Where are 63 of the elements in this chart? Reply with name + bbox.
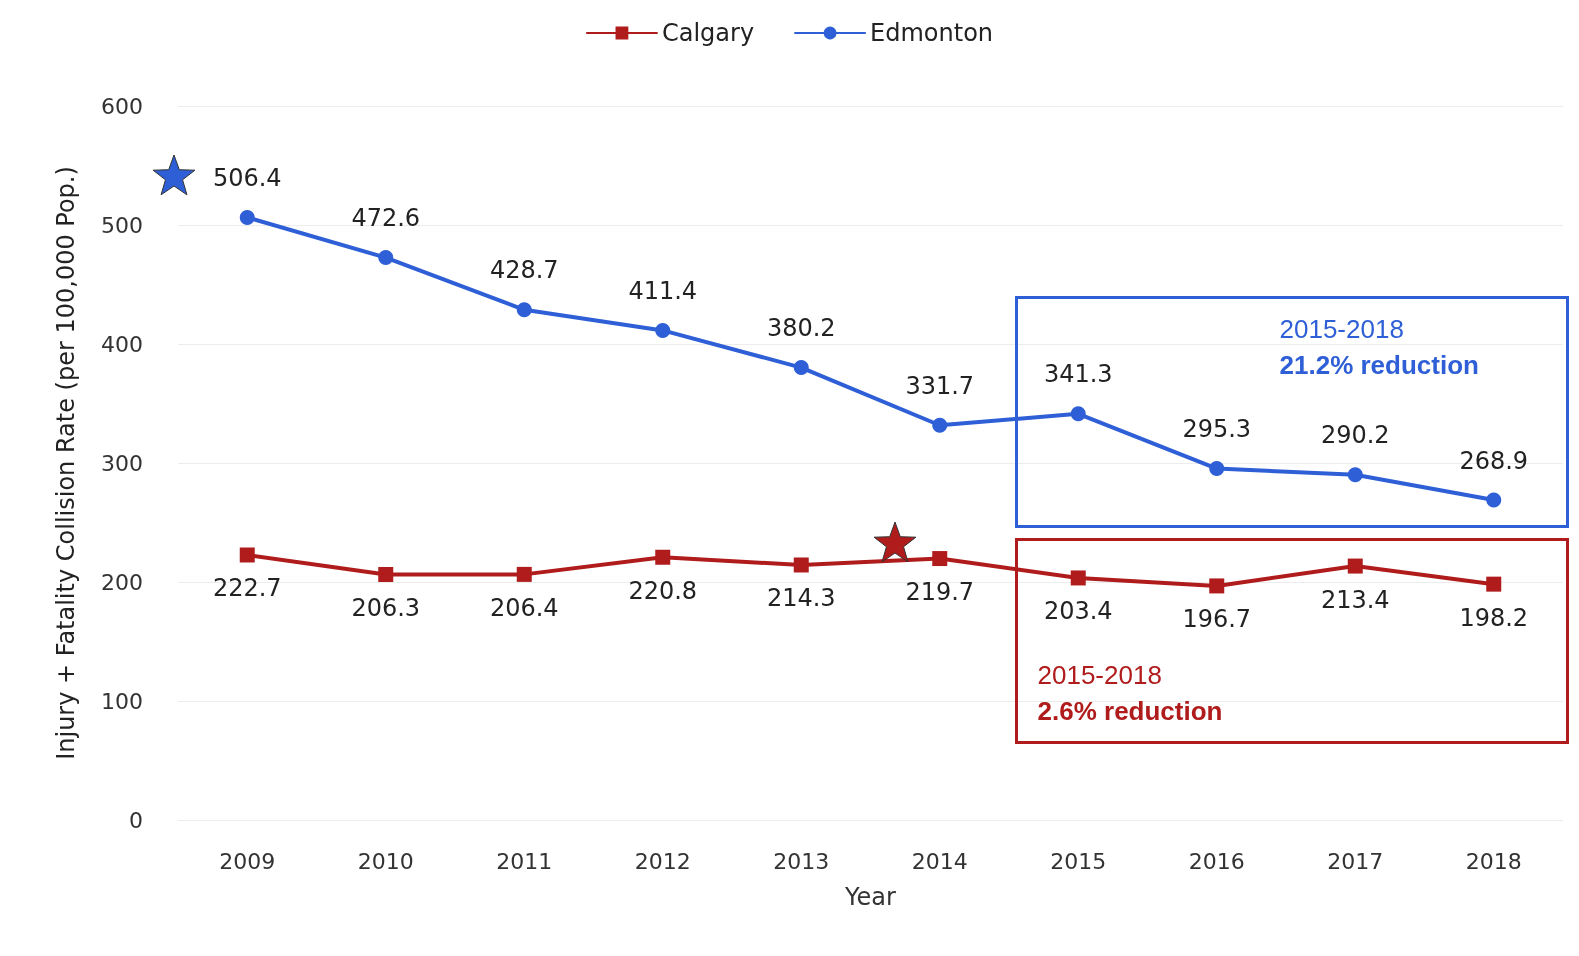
x-tick-label: 2009 bbox=[219, 848, 276, 874]
data-label: 341.3 bbox=[1043, 360, 1113, 389]
data-label: 206.4 bbox=[489, 593, 559, 622]
x-tick-label: 2017 bbox=[1327, 848, 1384, 874]
data-label: 220.8 bbox=[628, 576, 698, 605]
x-tick-label: 2013 bbox=[773, 848, 830, 874]
x-tick-label: 2014 bbox=[911, 848, 968, 874]
point bbox=[932, 551, 948, 567]
annotation: 2015-2018 2.6% reduction bbox=[1037, 658, 1223, 728]
data-label: 198.2 bbox=[1459, 603, 1529, 632]
x-tick-label: 2010 bbox=[357, 848, 414, 874]
x-tick-label: 2016 bbox=[1188, 848, 1245, 874]
point bbox=[378, 567, 394, 582]
data-label: 222.7 bbox=[212, 574, 282, 603]
point bbox=[1070, 406, 1086, 422]
data-label: 411.4 bbox=[628, 276, 698, 305]
y-tick-label: 200 bbox=[101, 569, 143, 595]
point bbox=[1347, 558, 1363, 574]
point bbox=[655, 549, 671, 565]
x-tick-label: 2015 bbox=[1050, 848, 1107, 874]
point bbox=[1209, 461, 1225, 477]
x-tick-label: 2011 bbox=[496, 848, 553, 874]
data-label: 214.3 bbox=[766, 584, 836, 613]
data-label: 472.6 bbox=[351, 204, 421, 233]
legend-label: Edmonton bbox=[870, 19, 994, 47]
y-tick-label: 0 bbox=[129, 807, 143, 833]
point bbox=[932, 417, 948, 433]
data-label: 506.4 bbox=[212, 163, 282, 192]
point bbox=[1486, 492, 1502, 508]
x-axis-title: Year bbox=[844, 883, 897, 911]
point bbox=[1209, 578, 1225, 594]
point bbox=[516, 302, 532, 318]
y-axis-title: Injury + Fatality Collision Rate (per 100,000 Pop.) bbox=[52, 166, 80, 760]
point bbox=[516, 566, 532, 582]
data-label: 203.4 bbox=[1043, 597, 1113, 626]
x-tick-label: 2012 bbox=[634, 848, 691, 874]
data-label: 219.7 bbox=[905, 578, 975, 607]
data-label: 206.3 bbox=[351, 594, 421, 622]
data-label: 331.7 bbox=[905, 371, 975, 400]
data-label: 268.9 bbox=[1459, 446, 1529, 475]
data-label: 196.7 bbox=[1182, 605, 1252, 634]
point bbox=[1347, 467, 1363, 483]
data-label: 428.7 bbox=[489, 256, 559, 285]
data-label: 213.4 bbox=[1320, 585, 1390, 614]
y-tick-label: 400 bbox=[101, 331, 143, 357]
point bbox=[239, 209, 255, 225]
annotation: 2015-2018 21.2% reduction bbox=[1279, 313, 1479, 383]
y-tick-label: 500 bbox=[101, 212, 143, 238]
x-tick-label: 2018 bbox=[1465, 848, 1522, 874]
point bbox=[1070, 570, 1086, 586]
point bbox=[239, 547, 255, 563]
data-label: 380.2 bbox=[766, 314, 836, 343]
legend-label: Calgary bbox=[661, 19, 755, 47]
y-tick-label: 300 bbox=[101, 450, 143, 476]
point bbox=[793, 360, 809, 376]
point bbox=[378, 250, 394, 266]
data-label: 290.2 bbox=[1320, 421, 1390, 450]
point bbox=[1486, 576, 1502, 592]
point bbox=[793, 557, 809, 573]
y-tick-label: 100 bbox=[101, 688, 143, 714]
point bbox=[655, 322, 671, 338]
data-label: 295.3 bbox=[1182, 415, 1252, 444]
y-tick-label: 600 bbox=[101, 93, 143, 119]
